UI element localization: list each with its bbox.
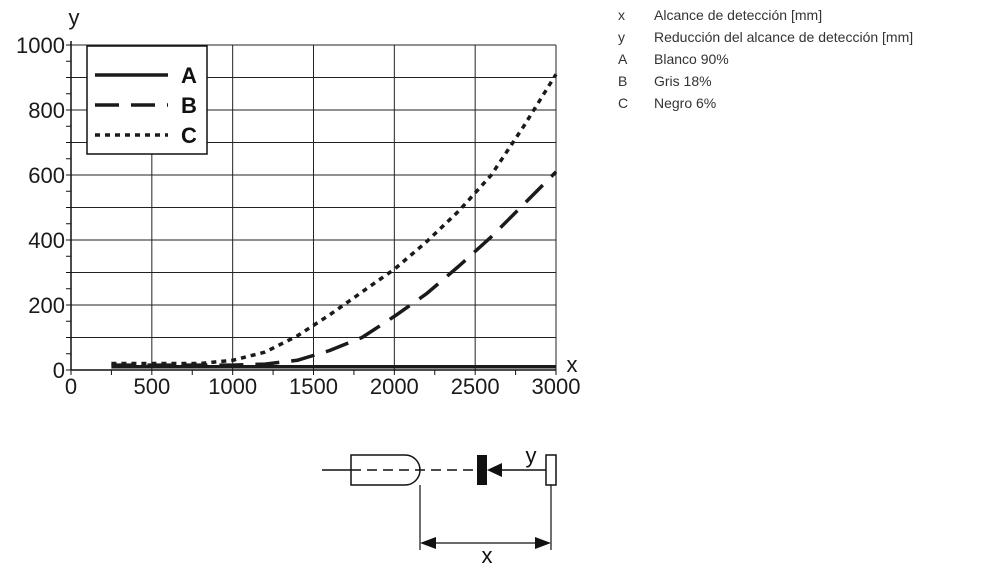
x-tick-label: 1500: [289, 374, 338, 399]
legend-text: Gris 18%: [654, 73, 712, 89]
legend-label-b: B: [181, 93, 197, 118]
legend-row-y: y Reducción del alcance de detección [mm…: [610, 26, 1000, 48]
y-arrow-head: [487, 463, 502, 477]
reference-target: [545, 454, 557, 486]
y-tick-label: 1000: [16, 33, 65, 58]
legend-text: Negro 6%: [654, 95, 717, 111]
grid: [71, 44, 557, 370]
chart-legend: ABC: [86, 45, 208, 155]
legend-row-a: A Blanco 90%: [610, 48, 1000, 70]
diagram-x-label: x: [482, 543, 493, 565]
legend-text: Reducción del alcance de detección [mm]: [654, 29, 914, 45]
sensor-body: [350, 454, 421, 486]
legend-key: B: [618, 73, 628, 89]
x-axis-label: x: [567, 352, 578, 377]
sensor-diagram: yx: [322, 443, 557, 565]
axes: 0 500 1000 1500 2000 2500 3000 0 200 400 600 800 100…: [16, 5, 580, 399]
y-axis-label: y: [69, 5, 80, 30]
x-arrow-head-left: [420, 537, 436, 549]
x-tick-label: 2500: [451, 374, 500, 399]
x-tick-label: 2000: [370, 374, 419, 399]
x-tick-label: 1000: [208, 374, 257, 399]
legend-label-a: A: [181, 63, 197, 88]
series-lines: [111, 73, 558, 369]
y-tick-label: 200: [28, 293, 65, 318]
y-tick-label: 0: [53, 358, 65, 383]
legend-text: Alcance de detección [mm]: [654, 7, 823, 23]
legend-row-c: C Negro 6%: [610, 92, 1000, 114]
legend-row-x: x Alcance de detección [mm]: [610, 4, 1000, 26]
y-tick-label: 800: [28, 98, 65, 123]
x-tick-label: 500: [133, 374, 170, 399]
x-arrow-head-right: [535, 537, 551, 549]
series-line-b: [111, 170, 558, 367]
legend-label-c: C: [181, 123, 197, 148]
y-tick-label: 600: [28, 163, 65, 188]
diagram-y-label: y: [526, 443, 537, 468]
legend-text: Blanco 90%: [654, 51, 729, 67]
x-tick-label: 3000: [532, 374, 581, 399]
x-tick-label: 0: [65, 374, 77, 399]
legend-key: C: [618, 95, 629, 111]
series-line-c: [111, 73, 558, 366]
legend-key: x: [618, 7, 625, 23]
legend-key: y: [618, 29, 625, 45]
y-tick-label: 400: [28, 228, 65, 253]
legend-key: A: [618, 51, 628, 67]
legend-row-b: B Gris 18%: [610, 70, 1000, 92]
description-legend: x Alcance de detección [mm] y Reducción …: [610, 4, 1000, 114]
target-block: [477, 455, 487, 485]
